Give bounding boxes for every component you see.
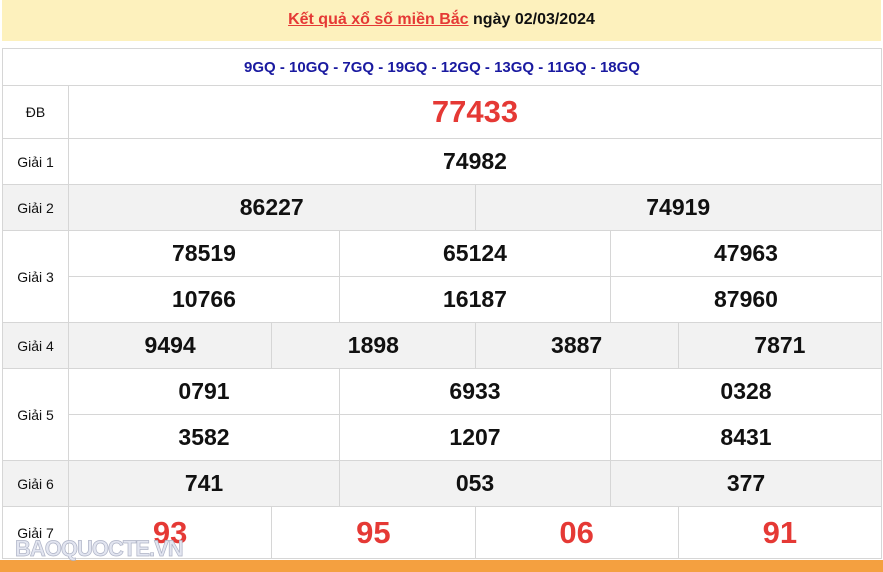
- prize-4: 9494: [67, 322, 273, 369]
- results-table: 9GQ - 10GQ - 7GQ - 19GQ - 12GQ - 13GQ - …: [2, 48, 883, 559]
- label-g4: Giải 4: [2, 322, 69, 369]
- prize-2: 86227: [68, 184, 476, 231]
- label-g2: Giải 2: [2, 184, 69, 231]
- prize-6: 741: [68, 460, 340, 507]
- prize-3: 16187: [339, 276, 611, 323]
- prize-7: 95: [271, 506, 476, 559]
- page-header: Kết quả xổ số miền Bắc ngày 02/03/2024: [2, 0, 881, 41]
- label-g1: Giải 1: [2, 138, 69, 185]
- prize-2: 74919: [474, 184, 882, 231]
- title-link[interactable]: Kết quả xổ số miền Bắc: [288, 11, 469, 28]
- prize-5: 8431: [610, 414, 882, 461]
- footer-bar: [0, 560, 883, 572]
- prize-7: 91: [677, 506, 883, 559]
- prize-5: 3582: [68, 414, 340, 461]
- date-text: ngày 02/03/2024: [473, 11, 595, 28]
- prize-5: 0328: [610, 368, 882, 415]
- label-g5: Giải 5: [2, 368, 69, 461]
- prize-1: 74982: [68, 138, 882, 185]
- prize-6: 053: [339, 460, 611, 507]
- label-g3: Giải 3: [2, 230, 69, 323]
- prize-5: 6933: [339, 368, 611, 415]
- special-prize: 77433: [68, 85, 882, 139]
- watermark-logo: BAOQUOCTE.VN: [15, 536, 184, 562]
- prize-3: 47963: [610, 230, 882, 277]
- special-codes: 9GQ - 10GQ - 7GQ - 19GQ - 12GQ - 13GQ - …: [2, 48, 882, 86]
- prize-5: 0791: [68, 368, 340, 415]
- prize-4: 7871: [677, 322, 883, 369]
- label-g7: Giải 7: [2, 506, 69, 559]
- prize-6: 377: [610, 460, 882, 507]
- prize-5: 1207: [339, 414, 611, 461]
- label-db: ĐB: [2, 85, 69, 139]
- prize-3: 78519: [68, 230, 340, 277]
- prize-4: 1898: [271, 322, 476, 369]
- prize-7: 93: [67, 506, 273, 559]
- prize-3: 87960: [610, 276, 882, 323]
- prize-3: 65124: [339, 230, 611, 277]
- prize-3: 10766: [68, 276, 340, 323]
- prize-4: 3887: [474, 322, 679, 369]
- label-g6: Giải 6: [2, 460, 69, 507]
- prize-7: 06: [474, 506, 679, 559]
